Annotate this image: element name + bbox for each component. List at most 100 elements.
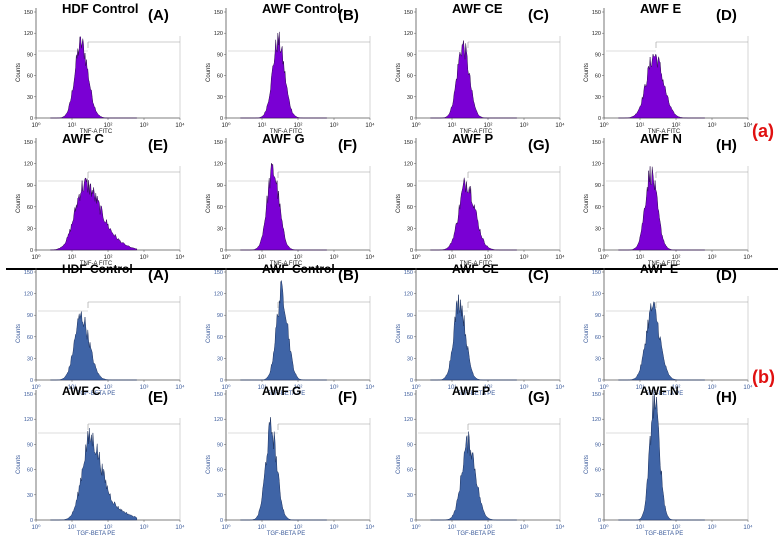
x-tick-label: 10¹ — [636, 123, 645, 129]
x-tick-label: 10¹ — [68, 525, 77, 531]
x-tick-label: 10² — [484, 525, 493, 531]
histogram-panel: AWF G (F) 0 30 60 90 120 150 Counts 10⁰ 10¹ 10² 10³ 1… — [206, 131, 375, 267]
y-tick-label: 120 — [592, 162, 601, 168]
x-tick-label: 10⁰ — [599, 384, 609, 391]
x-tick-label: 10¹ — [258, 385, 267, 391]
x-tick-label: 10⁰ — [221, 122, 231, 129]
y-tick-label: 60 — [407, 335, 413, 341]
y-axis-label: Counts — [584, 63, 590, 82]
panel-set-label: (a) — [752, 121, 774, 141]
x-tick-label: 10⁴ — [555, 384, 565, 391]
histogram-panel: AWF CE (C) 0 30 60 90 120 150 Counts 10⁰ 10¹ 10² 10³… — [396, 262, 565, 397]
histogram-distribution — [430, 431, 517, 521]
y-tick-label: 150 — [592, 140, 601, 146]
y-tick-label: 90 — [217, 442, 223, 448]
y-tick-label: 150 — [404, 10, 413, 16]
y-axis-label: Counts — [584, 324, 590, 343]
x-tick-label: 10³ — [708, 385, 717, 391]
histogram-panel: AWF C (E) 0 30 60 90 120 150 Counts 10⁰ 10¹ 10² 10³ 1… — [16, 131, 185, 267]
x-tick-label: 10¹ — [636, 385, 645, 391]
x-tick-label: 10¹ — [68, 385, 77, 391]
histogram-distribution — [50, 427, 138, 521]
y-tick-label: 60 — [407, 74, 413, 80]
histogram-panel: AWF N (H) 0 30 60 90 120 150 Counts 10⁰ 10¹ 10² 10³ 1… — [584, 384, 753, 537]
x-tick-label: 10⁴ — [365, 384, 375, 391]
x-tick-label: 10³ — [330, 385, 339, 391]
y-tick-label: 150 — [24, 270, 33, 276]
y-tick-label: 30 — [595, 95, 601, 101]
y-tick-label: 120 — [214, 31, 223, 37]
x-tick-label: 10⁴ — [365, 254, 375, 261]
panel-title: AWF P — [452, 131, 493, 146]
x-tick-label: 10³ — [708, 255, 717, 261]
x-tick-label: 10⁴ — [175, 122, 185, 129]
x-tick-label: 10² — [672, 255, 681, 261]
histogram-distribution — [430, 294, 517, 381]
x-axis-label: TNF-A FITC — [460, 129, 493, 135]
y-tick-label: 30 — [27, 493, 33, 499]
x-tick-label: 10¹ — [636, 255, 645, 261]
histogram-panel: AWF Control(B) 0 30 60 90 120 150 Counts 10⁰ 10¹ 1… — [206, 1, 375, 135]
y-tick-label: 30 — [595, 356, 601, 362]
y-tick-label: 60 — [595, 205, 601, 211]
y-tick-label: 0 — [30, 116, 33, 122]
x-tick-label: 10² — [104, 255, 113, 261]
x-tick-label: 10¹ — [258, 255, 267, 261]
x-tick-label: 10² — [672, 525, 681, 531]
y-tick-label: 0 — [598, 116, 601, 122]
y-tick-label: 150 — [592, 392, 601, 398]
y-tick-label: 60 — [217, 74, 223, 80]
x-tick-label: 10⁴ — [743, 122, 753, 129]
x-tick-label: 10³ — [520, 385, 529, 391]
y-tick-label: 120 — [592, 417, 601, 423]
y-tick-label: 120 — [404, 417, 413, 423]
x-axis-label: TGF-BETA PE — [267, 531, 306, 537]
y-tick-label: 90 — [27, 52, 33, 58]
x-tick-label: 10⁰ — [599, 254, 609, 261]
histogram-distribution — [240, 279, 327, 381]
histogram-distribution — [240, 163, 327, 251]
y-tick-label: 90 — [595, 313, 601, 319]
panel-title: AWF CE — [452, 262, 499, 276]
y-tick-label: 30 — [217, 95, 223, 101]
x-tick-label: 10² — [484, 123, 493, 129]
x-tick-label: 10¹ — [448, 123, 457, 129]
x-tick-label: 10⁰ — [31, 384, 41, 391]
x-tick-label: 10⁰ — [31, 254, 41, 261]
x-axis-label: TNF-A FITC — [80, 261, 113, 267]
y-axis-label: Counts — [396, 63, 402, 82]
x-axis-label: TGF-BETA PE — [457, 531, 496, 537]
panel-title: HDF Control — [62, 1, 139, 16]
y-tick-label: 0 — [410, 378, 413, 384]
x-axis-label: TGF-BETA PE — [645, 531, 684, 537]
y-axis-label: Counts — [206, 63, 212, 82]
x-tick-label: 10¹ — [448, 255, 457, 261]
y-tick-label: 120 — [24, 31, 33, 37]
panel-title: HDF Control — [62, 262, 133, 276]
y-tick-label: 150 — [592, 270, 601, 276]
x-tick-label: 10³ — [520, 525, 529, 531]
y-tick-label: 90 — [595, 183, 601, 189]
panel-title: AWF Control — [262, 1, 341, 16]
y-tick-label: 30 — [27, 95, 33, 101]
y-tick-label: 120 — [404, 162, 413, 168]
y-tick-label: 30 — [27, 226, 33, 232]
panel-letter: (E) — [148, 137, 168, 154]
panel-letter: (B) — [338, 7, 359, 24]
histogram-panel: HDF Control (A) 0 30 60 90 120 150 Counts 10⁰ 10¹ 1… — [16, 262, 185, 397]
y-tick-label: 0 — [410, 248, 413, 254]
panel-letter: (E) — [148, 389, 168, 406]
x-tick-label: 10² — [104, 385, 113, 391]
x-tick-label: 10² — [104, 123, 113, 129]
x-tick-label: 10⁴ — [555, 122, 565, 129]
panel-letter: (H) — [716, 389, 737, 406]
x-tick-label: 10² — [294, 123, 303, 129]
histogram-distribution — [618, 53, 705, 119]
x-tick-label: 10³ — [708, 123, 717, 129]
y-tick-label: 0 — [220, 248, 223, 254]
y-tick-label: 30 — [595, 226, 601, 232]
panel-letter: (F) — [338, 389, 357, 406]
x-tick-label: 10⁴ — [365, 524, 375, 531]
y-axis-label: Counts — [584, 194, 590, 213]
